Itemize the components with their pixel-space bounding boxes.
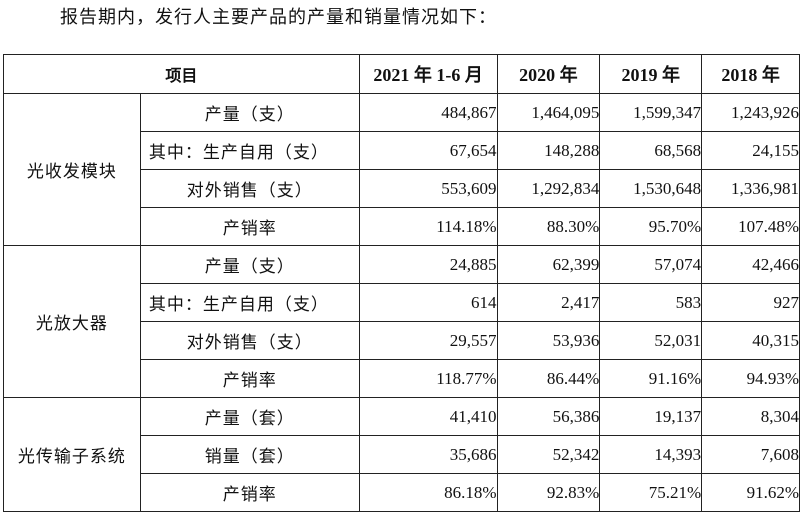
cell-value: 42,466 bbox=[701, 245, 800, 284]
table-header-row: 项目 2021 年 1-6 月 2020 年 2019 年 2018 年 bbox=[3, 54, 800, 94]
cell-value: 7,608 bbox=[701, 435, 800, 474]
row-label: 产销率 bbox=[139, 473, 360, 512]
cell-value: 35,686 bbox=[358, 435, 498, 474]
row-label: 其中：生产自用（支） bbox=[139, 131, 360, 170]
table-row: 产销率 118.77% 86.44% 91.16% 94.93% bbox=[4, 359, 800, 398]
header-year: 2019 年 bbox=[599, 54, 703, 94]
cell-value: 1,599,347 bbox=[599, 93, 703, 132]
row-label: 产量（套） bbox=[139, 397, 360, 436]
cell-value: 2,417 bbox=[496, 283, 601, 322]
cell-value: 29,557 bbox=[358, 321, 498, 360]
cell-value: 75.21% bbox=[599, 473, 703, 512]
row-label: 产量（支） bbox=[139, 93, 360, 132]
cell-value: 94.93% bbox=[701, 359, 800, 398]
table-row: 其中：生产自用（支） 614 2,417 583 927 bbox=[4, 283, 800, 322]
cell-value: 67,654 bbox=[358, 131, 498, 170]
cell-value: 14,393 bbox=[599, 435, 703, 474]
cell-value: 53,936 bbox=[496, 321, 601, 360]
cell-value: 57,074 bbox=[599, 245, 703, 284]
group-name: 光放大器 bbox=[3, 245, 141, 398]
cell-value: 1,464,095 bbox=[496, 93, 601, 132]
table-row: 对外销售（支） 553,609 1,292,834 1,530,648 1,33… bbox=[4, 169, 800, 208]
cell-value: 553,609 bbox=[358, 169, 498, 208]
cell-value: 62,399 bbox=[496, 245, 601, 284]
cell-value: 24,155 bbox=[701, 131, 800, 170]
production-sales-table: 项目 2021 年 1-6 月 2020 年 2019 年 2018 年 光收发… bbox=[3, 54, 800, 512]
cell-value: 68,568 bbox=[599, 131, 703, 170]
cell-value: 88.30% bbox=[496, 207, 601, 246]
row-label: 对外销售（支） bbox=[139, 169, 360, 208]
group-name: 光传输子系统 bbox=[3, 397, 141, 512]
cell-value: 107.48% bbox=[701, 207, 800, 246]
cell-value: 92.83% bbox=[496, 473, 601, 512]
header-year: 2021 年 1-6 月 bbox=[358, 54, 498, 94]
row-label: 销量（套） bbox=[139, 435, 360, 474]
header-year: 2018 年 bbox=[701, 54, 800, 94]
cell-value: 1,243,926 bbox=[701, 93, 800, 132]
cell-value: 56,386 bbox=[496, 397, 601, 436]
cell-value: 484,867 bbox=[358, 93, 498, 132]
cell-value: 91.62% bbox=[701, 473, 800, 512]
cell-value: 86.18% bbox=[358, 473, 498, 512]
header-year: 2020 年 bbox=[496, 54, 601, 94]
table-row: 产销率 86.18% 92.83% 75.21% 91.62% bbox=[4, 473, 800, 512]
row-label: 其中：生产自用（支） bbox=[139, 283, 360, 322]
cell-value: 41,410 bbox=[358, 397, 498, 436]
row-label: 产销率 bbox=[139, 207, 360, 246]
table-row: 光传输子系统 产量（套） 41,410 56,386 19,137 8,304 bbox=[3, 397, 800, 512]
row-label: 产量（支） bbox=[139, 245, 360, 284]
cell-value: 614 bbox=[358, 283, 498, 322]
cell-value: 91.16% bbox=[599, 359, 703, 398]
cell-value: 19,137 bbox=[599, 397, 703, 436]
cell-value: 583 bbox=[599, 283, 703, 322]
header-item: 项目 bbox=[3, 54, 360, 94]
intro-caption: 报告期内，发行人主要产品的产量和销量情况如下： bbox=[60, 7, 497, 28]
cell-value: 8,304 bbox=[701, 397, 800, 436]
cell-value: 1,530,648 bbox=[599, 169, 703, 208]
cell-value: 52,031 bbox=[599, 321, 703, 360]
table-row: 产销率 114.18% 88.30% 95.70% 107.48% bbox=[4, 207, 800, 246]
cell-value: 1,292,834 bbox=[496, 169, 601, 208]
cell-value: 86.44% bbox=[496, 359, 601, 398]
cell-value: 40,315 bbox=[701, 321, 800, 360]
cell-value: 148,288 bbox=[496, 131, 601, 170]
cell-value: 118.77% bbox=[358, 359, 498, 398]
cell-value: 1,336,981 bbox=[701, 169, 800, 208]
table-row: 其中：生产自用（支） 67,654 148,288 68,568 24,155 bbox=[4, 131, 800, 170]
cell-value: 24,885 bbox=[358, 245, 498, 284]
group-name: 光收发模块 bbox=[3, 93, 141, 246]
table-row: 光收发模块 产量（支） 484,867 1,464,095 1,599,347 … bbox=[3, 93, 800, 246]
row-label: 产销率 bbox=[139, 359, 360, 398]
table-row: 光放大器 产量（支） 24,885 62,399 57,074 42,466 bbox=[3, 245, 800, 398]
cell-value: 114.18% bbox=[358, 207, 498, 246]
cell-value: 927 bbox=[701, 283, 800, 322]
table-row: 对外销售（支） 29,557 53,936 52,031 40,315 bbox=[4, 321, 800, 360]
cell-value: 52,342 bbox=[496, 435, 601, 474]
row-label: 对外销售（支） bbox=[139, 321, 360, 360]
cell-value: 95.70% bbox=[599, 207, 703, 246]
